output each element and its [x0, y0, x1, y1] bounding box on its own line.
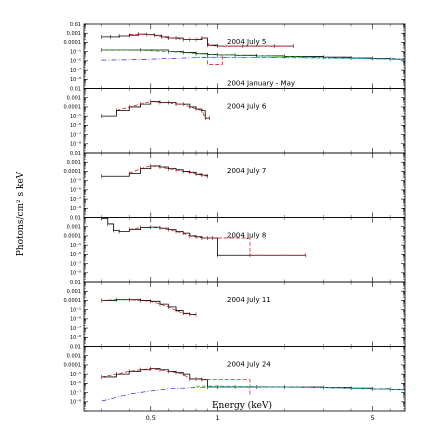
panel-4: 0.01 0.001 0.0001 10⁻⁵ 10⁻⁶ 10⁻⁷ 10⁻⁸ 2004 July…	[64, 215, 406, 283]
y-tick-label: 0.01	[70, 215, 81, 221]
y-tick-label: 0.01	[70, 86, 81, 92]
y-tick-label: 10⁻⁸	[70, 206, 81, 212]
panel-label: 2004 July 8	[227, 232, 266, 240]
series-model-line	[129, 33, 294, 47]
y-tick-label: 0.001	[67, 289, 81, 295]
panel-2: 0.01 0.001 0.0001 10⁻⁵ 10⁻⁶ 10⁻⁷ 10⁻⁸ 2004 July…	[64, 86, 406, 154]
y-tick-label: 0.01	[70, 151, 81, 157]
y-tick-label: 0.001	[67, 31, 81, 37]
series-group	[101, 32, 405, 65]
y-tick-label: 10⁻⁸	[70, 335, 81, 341]
y-tick-label: 10⁻⁶	[70, 252, 81, 258]
y-axis-label: Photons/cm² s keV	[16, 171, 26, 256]
y-tick-label: 10⁻⁵	[70, 307, 81, 313]
series-component-line	[196, 56, 405, 60]
y-tick-label: 0.01	[70, 22, 81, 28]
series-model-line	[129, 226, 306, 256]
series-model-line	[116, 101, 210, 119]
panel-1: 0.01 0.001 0.0001 10⁻⁵ 10⁻⁶ 10⁻⁷ 10⁻⁸ 2004 July…	[64, 22, 406, 89]
panel-label: 2004 July 6	[227, 103, 267, 111]
series-group	[101, 163, 208, 179]
series-model-line	[101, 368, 251, 397]
panel-frame	[83, 88, 406, 154]
y-tick-label: 0.001	[67, 225, 81, 231]
series-component-line	[101, 49, 405, 61]
x-tick-label: 0.5	[146, 414, 156, 422]
y-tick-label: 10⁻⁷	[70, 390, 81, 396]
y-tick-label: 0.001	[67, 160, 81, 166]
series-model-line	[129, 165, 208, 177]
panel-frame	[83, 217, 406, 283]
y-tick-label: 10⁻⁷	[70, 261, 81, 267]
y-tick-label: 10⁻⁵	[70, 178, 81, 184]
series-data-line	[101, 100, 210, 119]
series-data-line	[101, 165, 208, 177]
y-tick-label: 10⁻⁷	[70, 132, 81, 138]
y-tick-label: 10⁻⁷	[70, 68, 81, 74]
y-tick-label: 0.0001	[64, 298, 82, 304]
y-tick-label: 10⁻⁸	[70, 142, 81, 148]
series-component-line	[101, 386, 405, 402]
panel-frame	[83, 152, 406, 218]
y-tick-label: 10⁻⁶	[70, 59, 81, 65]
y-tick-label: 10⁻⁸	[70, 271, 81, 277]
series-group	[101, 99, 210, 121]
series-data-line	[101, 299, 197, 315]
y-tick-label: 10⁻⁶	[70, 188, 81, 194]
series-component-line	[207, 386, 405, 391]
x-tick-label: 1	[215, 414, 219, 422]
series-group	[101, 366, 405, 402]
y-tick-label: 10⁻⁸	[70, 400, 81, 406]
y-tick-label: 0.001	[67, 96, 81, 102]
panel-frame	[83, 346, 406, 412]
panel-label: 2004 July 5	[227, 38, 266, 46]
y-tick-label: 0.01	[70, 344, 81, 350]
y-tick-label: 10⁻⁵	[70, 114, 81, 120]
y-tick-label: 10⁻⁵	[70, 243, 81, 249]
series-component-line	[207, 54, 223, 65]
series-group	[101, 217, 307, 258]
y-tick-label: 10⁻⁵	[70, 372, 81, 378]
panel-5: 0.01 0.001 0.0001 10⁻⁵ 10⁻⁶ 10⁻⁷ 10⁻⁸ 2004 July…	[64, 280, 406, 347]
y-tick-label: 0.0001	[64, 105, 82, 111]
y-tick-label: 10⁻⁶	[70, 381, 81, 387]
y-tick-label: 0.01	[70, 280, 81, 286]
y-tick-label: 0.001	[67, 354, 81, 360]
panel-6: 0.01 0.001 0.0001 10⁻⁵ 10⁻⁶ 10⁻⁷ 10⁻⁸ 2004 July…	[64, 344, 406, 412]
panel-secondary-label: 2004 January - May	[227, 80, 295, 88]
x-axis-label: Energy (keV)	[212, 400, 272, 411]
y-tick-label: 10⁻⁷	[70, 326, 81, 332]
y-tick-label: 0.0001	[64, 40, 82, 46]
panel-3: 0.01 0.001 0.0001 10⁻⁵ 10⁻⁶ 10⁻⁷ 10⁻⁸ 2004 July…	[64, 151, 406, 218]
series-data-line	[101, 217, 306, 256]
panel-label: 2004 July 24	[227, 361, 271, 369]
y-tick-label: 10⁻⁸	[70, 77, 81, 83]
series-model-line	[101, 299, 197, 315]
series-group	[101, 297, 197, 317]
panel-label: 2004 July 11	[227, 296, 271, 304]
y-tick-label: 10⁻⁵	[70, 49, 81, 55]
panel-label: 2004 July 7	[227, 167, 266, 175]
panels-layer: 0.01 0.001 0.0001 10⁻⁵ 10⁻⁶ 10⁻⁷ 10⁻⁸ 2004 July…	[64, 22, 406, 422]
y-tick-label: 0.0001	[64, 234, 82, 240]
y-tick-label: 10⁻⁶	[70, 123, 81, 129]
y-tick-label: 0.0001	[64, 169, 82, 175]
y-tick-label: 10⁻⁶	[70, 317, 81, 323]
y-tick-label: 0.0001	[64, 363, 82, 369]
panel-frame	[83, 281, 406, 347]
x-tick-label: 5	[371, 414, 375, 422]
y-tick-label: 10⁻⁷	[70, 197, 81, 203]
